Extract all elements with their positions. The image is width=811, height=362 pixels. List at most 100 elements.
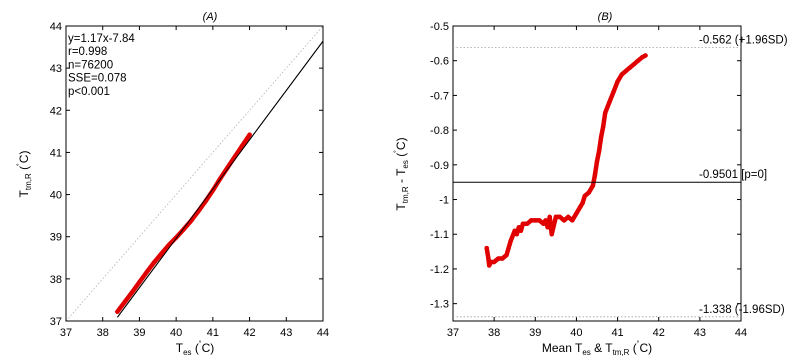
data-point — [508, 238, 513, 244]
data-point — [580, 200, 585, 206]
panel-a-x-ticks: 37 38 39 40 41 42 43 44 — [60, 26, 329, 339]
x-tick-label: 40 — [170, 327, 182, 339]
x-tick-label: 42 — [653, 327, 665, 339]
stat-line: SSE=0.078 — [68, 73, 127, 85]
data-point — [518, 228, 524, 233]
panel-b-reference-lines: -0.562 (+1.96SD) -0.9501 [p=0] -1.338 (-1.… — [453, 35, 788, 318]
data-point — [582, 193, 587, 199]
x-tick-label: 39 — [133, 327, 145, 339]
y-tick-label: -0.6 — [430, 56, 449, 68]
data-point — [640, 55, 645, 60]
panel-b-plot-area — [484, 53, 648, 268]
panel-b-title: (B) — [598, 11, 613, 23]
data-point — [115, 309, 120, 314]
x-tick-label: 37 — [447, 327, 459, 339]
y-tick-label: 40 — [50, 190, 62, 202]
data-point — [488, 259, 494, 265]
regression-line-overlay — [117, 40, 324, 318]
y-tick-label: 39 — [50, 232, 62, 244]
data-point — [496, 256, 501, 261]
data-point — [491, 259, 497, 265]
reference-line-label: -0.9501 [p=0] — [699, 169, 767, 181]
data-point — [484, 245, 489, 251]
data-point — [615, 79, 620, 84]
data-point — [600, 124, 606, 129]
y-tick-label: -1.2 — [430, 264, 449, 276]
stat-line: y=1.17x-7.84 — [68, 33, 135, 45]
y-tick-label: 43 — [50, 63, 62, 75]
x-tick-label: 38 — [97, 327, 109, 339]
data-point — [549, 232, 554, 237]
data-point — [603, 110, 608, 115]
data-point — [137, 280, 142, 285]
data-point — [541, 221, 546, 227]
data-point — [537, 218, 542, 223]
data-point — [574, 211, 579, 216]
data-point — [512, 228, 517, 233]
panel-b: (B) 37 38 39 40 41 42 43 44 -0.5-0.6-0.7-0.8-0.… — [393, 11, 788, 357]
panel-a: (A) 37 38 39 40 41 42 43 44 37 38 39 40 41 42 43 44 y=… — [16, 11, 329, 357]
panel-b-y-ticks: -0.5 -0.6 -0.7 -0.8 -0.9 -1 -1.1 -1.2 -1.3 — [430, 21, 741, 311]
x-tick-label: 41 — [611, 327, 623, 339]
data-series-line — [115, 132, 252, 314]
data-series-line — [484, 53, 648, 268]
data-point — [159, 251, 164, 256]
data-point — [240, 143, 245, 148]
data-point — [570, 218, 575, 223]
data-point — [561, 218, 567, 223]
x-tick-label: 43 — [280, 327, 292, 339]
data-point — [516, 225, 522, 230]
panel-a-y-ticks: 37 38 39 40 41 42 43 44 — [50, 21, 323, 328]
y-tick-label: -1.3 — [430, 299, 449, 311]
identity-line — [65, 25, 324, 322]
data-point — [598, 134, 604, 140]
data-point — [122, 299, 127, 305]
panel-a-plot-area — [65, 25, 324, 322]
data-point — [566, 214, 571, 220]
data-point — [524, 221, 530, 227]
stat-line: p<0.001 — [68, 86, 110, 98]
data-point — [504, 252, 509, 258]
data-point — [553, 214, 559, 220]
data-point — [520, 221, 526, 227]
y-tick-label: -1.1 — [430, 229, 449, 241]
panel-a-x-label: Tes (˚C) — [176, 340, 214, 357]
data-point — [578, 204, 583, 209]
data-point — [533, 218, 538, 223]
data-point — [643, 53, 648, 58]
y-tick-label: 41 — [50, 147, 62, 159]
data-point — [586, 190, 591, 195]
data-point — [210, 188, 216, 193]
stat-line: r=0.998 — [68, 46, 107, 58]
data-point — [557, 214, 563, 220]
data-point — [151, 260, 157, 265]
data-point — [528, 218, 534, 223]
panel-a-axes-box — [65, 25, 324, 322]
x-tick-label: 39 — [529, 327, 541, 339]
y-tick-label: 42 — [50, 105, 62, 117]
stat-line: n=76200 — [68, 59, 113, 71]
data-point — [631, 61, 637, 67]
data-point — [594, 159, 600, 164]
data-point — [635, 58, 641, 63]
x-tick-label: 40 — [570, 327, 582, 339]
x-tick-label: 44 — [317, 327, 329, 339]
x-tick-label: 43 — [694, 327, 706, 339]
data-point — [543, 218, 548, 223]
data-point — [144, 269, 149, 275]
y-tick-label: -0.8 — [430, 125, 449, 137]
panel-b-y-label: Ttm,R - Tes (˚C) — [393, 137, 410, 210]
panel-b-axes-box — [452, 25, 742, 322]
panel-b-x-label: Mean Tes & Ttm,R (˚C) — [542, 340, 652, 357]
data-point — [611, 89, 616, 95]
y-tick-label: -0.5 — [430, 21, 449, 33]
data-point — [487, 263, 492, 268]
x-tick-label: 44 — [735, 327, 747, 339]
data-point — [514, 232, 519, 237]
panel-a-title: (A) — [203, 11, 218, 23]
y-tick-label: 44 — [50, 21, 62, 33]
data-point — [500, 256, 505, 261]
x-tick-label: 41 — [207, 327, 219, 339]
